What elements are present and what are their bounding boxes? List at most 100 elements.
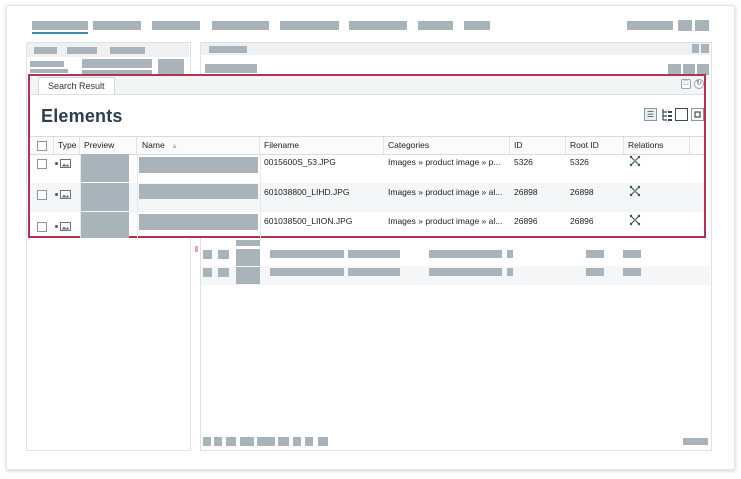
row-name[interactable] bbox=[270, 250, 344, 258]
column-divider bbox=[137, 154, 138, 238]
pager-summary bbox=[683, 438, 708, 445]
row-checkbox[interactable] bbox=[37, 159, 47, 169]
header-type[interactable]: Type bbox=[54, 137, 80, 154]
header-select-all[interactable] bbox=[30, 137, 54, 154]
left-tab[interactable] bbox=[34, 47, 57, 54]
maximize-icon[interactable]: □ bbox=[681, 79, 691, 89]
table-row[interactable]: 601038500_LIION.JPG Images » product ima… bbox=[30, 212, 704, 241]
row-categories: Images » product image » al... bbox=[388, 216, 503, 226]
header-filename[interactable]: Filename bbox=[260, 137, 384, 154]
resize-handle[interactable] bbox=[195, 246, 198, 252]
main-heading bbox=[205, 64, 257, 73]
row-checkbox[interactable] bbox=[37, 190, 47, 200]
header-preview[interactable]: Preview bbox=[80, 137, 137, 154]
relations-network-icon[interactable] bbox=[629, 185, 641, 197]
row-preview-thumbnail[interactable] bbox=[81, 212, 129, 238]
row-preview bbox=[236, 267, 260, 284]
row-name[interactable] bbox=[139, 157, 258, 173]
nav-item[interactable] bbox=[464, 21, 490, 30]
row-name[interactable] bbox=[270, 268, 344, 276]
nav-item[interactable] bbox=[152, 21, 200, 30]
user-menu[interactable] bbox=[627, 21, 673, 30]
view-button[interactable] bbox=[683, 64, 695, 75]
relations-network-icon[interactable] bbox=[629, 214, 641, 226]
row-checkbox[interactable] bbox=[203, 268, 212, 277]
row-root-id: 26898 bbox=[570, 187, 594, 197]
main-tab[interactable] bbox=[209, 46, 247, 53]
nav-item[interactable] bbox=[418, 21, 453, 30]
header-relations[interactable]: Relations bbox=[624, 137, 690, 154]
left-tab[interactable] bbox=[67, 47, 97, 54]
row-relations[interactable] bbox=[623, 268, 641, 276]
header-button[interactable] bbox=[678, 20, 692, 31]
row-id bbox=[507, 268, 513, 276]
left-filter-button[interactable] bbox=[158, 59, 184, 74]
left-filter[interactable] bbox=[30, 69, 68, 73]
pager-button[interactable] bbox=[305, 437, 313, 446]
nav-item[interactable] bbox=[93, 21, 141, 30]
row-filename: 601038500_LIION.JPG bbox=[264, 216, 353, 226]
header-categories[interactable]: Categories bbox=[384, 137, 510, 154]
view-button[interactable] bbox=[668, 64, 681, 75]
nav-item[interactable] bbox=[280, 21, 339, 30]
header-name[interactable]: Name ▲ bbox=[137, 137, 260, 154]
row-preview-thumbnail[interactable] bbox=[81, 154, 129, 182]
row-checkbox[interactable] bbox=[203, 250, 212, 259]
pager-field[interactable] bbox=[257, 437, 275, 446]
row-preview-thumbnail[interactable] bbox=[81, 183, 129, 211]
results-table-header: Type Preview Name ▲ Filename Categories … bbox=[30, 136, 704, 155]
nav-active-indicator bbox=[32, 32, 88, 34]
tile-view-icon[interactable] bbox=[675, 108, 688, 121]
row-relations[interactable] bbox=[623, 250, 641, 258]
search-result-tabbar: Search Result □ ↻ bbox=[30, 76, 704, 95]
table-row[interactable]: 0015600S_53.JPG Images » product image »… bbox=[30, 154, 704, 183]
select-all-checkbox[interactable] bbox=[37, 141, 47, 151]
row-id bbox=[507, 250, 513, 258]
tree-view-icon[interactable] bbox=[660, 108, 673, 121]
row-filename: 0015600S_53.JPG bbox=[264, 157, 336, 167]
list-view-icon[interactable]: ☰ bbox=[644, 108, 657, 121]
image-file-icon bbox=[60, 159, 71, 168]
tab-search-result[interactable]: Search Result bbox=[38, 77, 115, 94]
pager-button[interactable] bbox=[226, 437, 236, 446]
main-tab-action[interactable] bbox=[692, 44, 699, 53]
pager-button[interactable] bbox=[318, 437, 328, 446]
nav-item[interactable] bbox=[212, 21, 269, 30]
table-row[interactable] bbox=[236, 240, 260, 246]
pager-button[interactable] bbox=[240, 437, 254, 446]
pager-button[interactable] bbox=[278, 437, 289, 446]
nav-item-active[interactable] bbox=[32, 21, 88, 30]
left-filter[interactable] bbox=[82, 70, 152, 74]
row-type bbox=[218, 250, 229, 259]
row-category bbox=[429, 268, 502, 276]
row-checkbox[interactable] bbox=[37, 222, 47, 232]
row-name[interactable] bbox=[139, 214, 258, 230]
nav-item[interactable] bbox=[349, 21, 407, 30]
detail-view-icon[interactable] bbox=[691, 108, 704, 121]
row-id: 26898 bbox=[514, 187, 538, 197]
row-type bbox=[218, 268, 229, 277]
header-button[interactable] bbox=[695, 20, 709, 31]
table-row[interactable]: 601038800_LIHD.JPG Images » product imag… bbox=[30, 183, 704, 212]
pager-button[interactable] bbox=[214, 437, 222, 446]
left-filter-field[interactable] bbox=[82, 59, 152, 68]
row-root-id: 5326 bbox=[570, 157, 589, 167]
row-root-id bbox=[586, 268, 604, 276]
header-id[interactable]: ID bbox=[510, 137, 566, 154]
pager-button[interactable] bbox=[203, 437, 211, 446]
type-dot-icon bbox=[55, 225, 58, 228]
left-tab[interactable] bbox=[110, 47, 145, 54]
left-filter[interactable] bbox=[30, 61, 64, 67]
sort-ascending-icon: ▲ bbox=[171, 143, 178, 150]
pager-button[interactable] bbox=[293, 437, 301, 446]
header-root-id[interactable]: Root ID bbox=[566, 137, 624, 154]
refresh-icon[interactable]: ↻ bbox=[694, 79, 704, 89]
row-preview bbox=[236, 249, 260, 266]
row-filename bbox=[348, 250, 400, 258]
column-divider bbox=[80, 154, 81, 238]
relations-network-icon[interactable] bbox=[629, 155, 641, 167]
type-dot-icon bbox=[55, 193, 58, 196]
main-tab-action[interactable] bbox=[701, 44, 709, 53]
view-button[interactable] bbox=[697, 64, 709, 75]
row-name[interactable] bbox=[139, 184, 258, 199]
